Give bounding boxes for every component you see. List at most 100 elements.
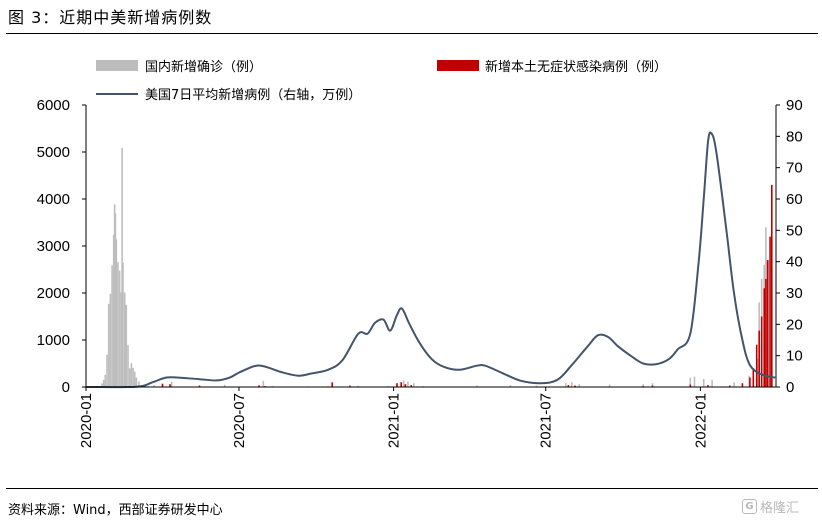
asymptomatic-bar — [161, 383, 164, 387]
china-confirmed-bar — [125, 304, 128, 387]
china-confirmed-bar — [693, 376, 696, 387]
china-confirmed-bar — [107, 303, 110, 387]
china-confirmed-bar — [733, 382, 735, 387]
china-confirmed-bar — [689, 377, 692, 387]
asymptomatic-bar — [771, 184, 773, 387]
china-confirmed-bar — [104, 374, 107, 387]
x-tick-label: 2021-07 — [538, 393, 555, 448]
asymptomatic-bar — [331, 382, 333, 387]
asymptomatic-bar — [689, 384, 692, 387]
china-confirmed-bar — [153, 385, 155, 387]
right-y-tick-label: 10 — [786, 348, 803, 365]
x-tick-label: 2020-07 — [231, 393, 248, 448]
right-y-tick-label: 20 — [786, 316, 803, 333]
figure-title: 图 3：近期中美新增病例数 — [8, 8, 213, 27]
china-confirmed-bar — [711, 379, 713, 387]
china-confirmed-bar — [402, 380, 405, 387]
china-confirmed-bar — [138, 381, 140, 387]
china-confirmed-bar — [111, 265, 113, 387]
asymptomatic-bar — [760, 316, 763, 387]
china-confirmed-bar — [133, 371, 136, 387]
right-y-tick-label: 50 — [786, 222, 803, 239]
x-tick-label: 2022-01 — [692, 393, 709, 448]
china-confirmed-bar — [132, 367, 134, 387]
china-confirmed-bar — [118, 270, 121, 387]
asymptomatic-bar — [763, 288, 765, 387]
china-confirmed-bar — [642, 384, 644, 387]
asymptomatic-bar — [169, 384, 171, 387]
left-y-tick-label: 5000 — [37, 144, 70, 161]
left-y-tick-label: 2000 — [37, 285, 70, 302]
legend-label-china-confirmed: 国内新增确诊（例） — [145, 59, 262, 75]
right-y-tick-label: 60 — [786, 191, 803, 208]
asymptomatic-bar — [749, 377, 751, 387]
chart-axes — [82, 104, 780, 391]
asymptomatic-bar — [752, 368, 755, 387]
watermark-text: 格隆汇 — [760, 501, 800, 516]
china-confirmed-bar — [578, 384, 581, 387]
asymptomatic-bar — [651, 385, 654, 387]
asymptomatic-bar — [574, 385, 576, 387]
china-confirmed-bar — [101, 383, 103, 387]
asymptomatic-bar — [758, 330, 760, 387]
legend-swatch-asymptomatic — [437, 60, 479, 71]
right-y-tick-label: 0 — [786, 379, 794, 396]
china-confirmed-bar — [413, 383, 415, 387]
right-y-tick-label: 40 — [786, 254, 803, 271]
left-y-tick-label: 6000 — [37, 97, 70, 114]
legend-label-asymptomatic: 新增本土无症状感染病例（例） — [485, 59, 667, 75]
right-y-tick-label: 80 — [786, 128, 803, 145]
china-confirmed-bar — [112, 235, 115, 387]
china-confirmed-bar — [565, 383, 567, 387]
china-confirmed-bars — [101, 147, 773, 387]
x-tick-label: 2020-01 — [78, 393, 95, 448]
asymptomatic-bar — [765, 278, 767, 387]
asymptomatic-bar — [707, 385, 709, 387]
asymptomatic-bar — [741, 383, 744, 387]
china-confirmed-bar — [127, 345, 129, 387]
left-y-tick-label: 0 — [62, 379, 70, 396]
asymptomatic-bar — [396, 383, 398, 387]
tick-labels: 0 1000 2000 3000 4000 5000 6000 0 10 20 30 40 50 60 70… — [37, 97, 803, 448]
china-confirmed-bar — [114, 213, 117, 387]
china-confirmed-bar — [702, 379, 705, 387]
watermark-logo: G 格隆汇 — [742, 497, 799, 516]
china-confirmed-bar — [109, 293, 112, 387]
asymptomatic-bar — [198, 385, 201, 387]
asymptomatic-bars — [161, 184, 773, 387]
asymptomatic-bar — [729, 385, 731, 387]
china-confirmed-bar — [509, 385, 512, 387]
china-confirmed-bar — [262, 381, 265, 387]
us-average-line — [85, 131, 776, 389]
asymptomatic-bar — [567, 385, 570, 387]
left-y-tick-label: 3000 — [37, 238, 70, 255]
china-confirmed-bar — [651, 383, 654, 387]
china-confirmed-bar — [170, 381, 173, 387]
china-confirmed-bar — [123, 292, 126, 387]
asymptomatic-bar — [349, 385, 351, 387]
title-divider — [6, 33, 818, 34]
watermark-g-icon: G — [742, 499, 757, 514]
legend-swatch-china-confirmed — [96, 60, 138, 71]
source-divider — [6, 488, 818, 489]
right-y-tick-label: 90 — [786, 97, 803, 114]
china-confirmed-bar — [115, 239, 118, 387]
asymptomatic-bar — [766, 260, 769, 387]
china-confirmed-bar — [357, 385, 360, 387]
china-confirmed-bar — [608, 384, 611, 387]
china-confirmed-bar — [106, 354, 108, 387]
china-confirmed-bar — [476, 385, 478, 387]
left-y-tick-label: 4000 — [37, 191, 70, 208]
asymptomatic-bar — [769, 236, 771, 387]
right-y-tick-label: 30 — [786, 285, 803, 302]
china-confirmed-bar — [122, 262, 124, 387]
asymptomatic-bar — [404, 384, 407, 387]
source-note: 资料来源：Wind，西部证券研发中心 — [8, 503, 223, 518]
china-confirmed-bar — [535, 385, 538, 387]
asymptomatic-bar — [410, 385, 412, 387]
china-confirmed-bar — [135, 377, 138, 387]
china-confirmed-bar — [571, 382, 573, 387]
asymptomatic-bar — [258, 385, 260, 387]
china-confirmed-bar — [128, 368, 131, 387]
